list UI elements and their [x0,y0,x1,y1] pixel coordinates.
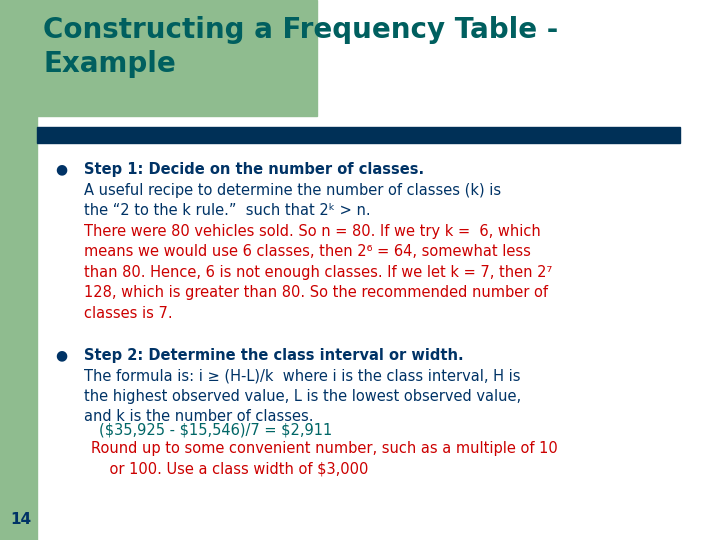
Text: Step 2: Determine the class interval or width.: Step 2: Determine the class interval or … [84,348,464,363]
Text: A useful recipe to determine the number of classes (k) is
the “2 to the k rule.”: A useful recipe to determine the number … [84,183,501,218]
Bar [0,0,37,540]
Text: Step 1: Decide on the number of classes.: Step 1: Decide on the number of classes. [84,162,424,177]
Text: ($35,925 - $15,546)/7 = $2,911: ($35,925 - $15,546)/7 = $2,911 [99,422,332,437]
Bar [37,127,680,143]
Text: Constructing a Frequency Table -
Example: Constructing a Frequency Table - Example [43,16,559,78]
Text: ●: ● [55,348,68,362]
Text: 14: 14 [11,511,32,526]
Bar [0,0,317,116]
Text: Round up to some convenient number, such as a multiple of 10
    or 100. Use a c: Round up to some convenient number, such… [91,441,558,476]
Text: There were 80 vehicles sold. So n = 80. If we try k =  6, which
means we would u: There were 80 vehicles sold. So n = 80. … [84,224,553,321]
Text: ●: ● [55,162,68,176]
Text: The formula is: i ≥ (H-L)/k  where i is the class interval, H is
the highest obs: The formula is: i ≥ (H-L)/k where i is t… [84,368,521,424]
